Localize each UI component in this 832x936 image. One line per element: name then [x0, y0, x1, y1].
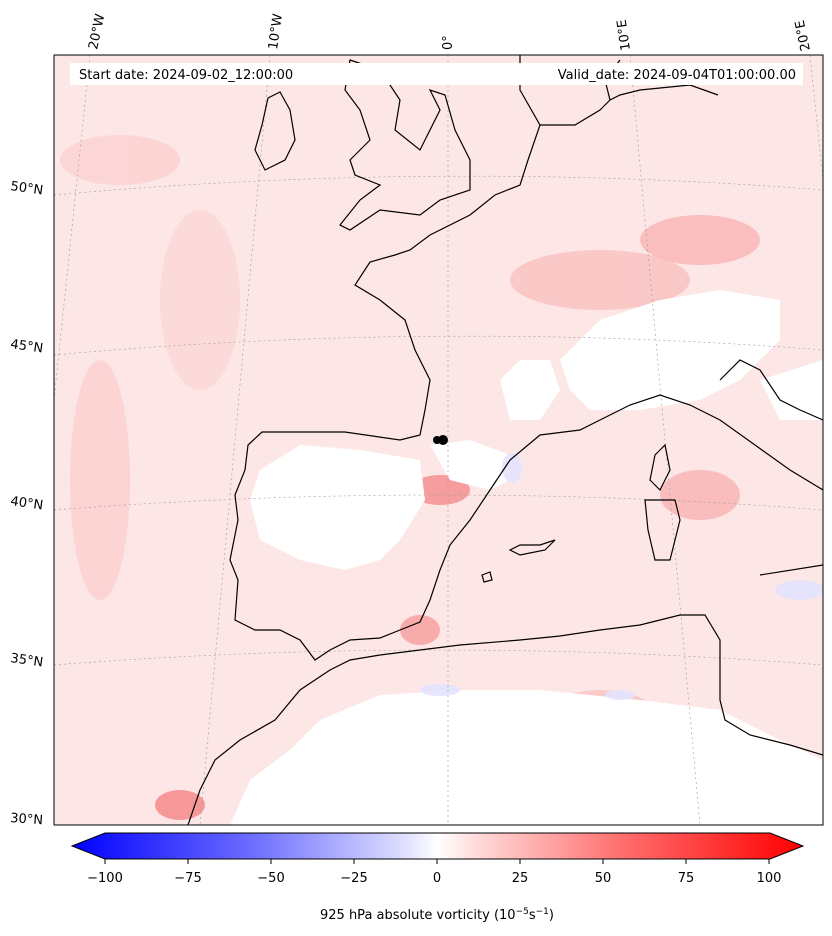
colorbar-tick-label: −100 [87, 871, 123, 886]
location-marker [433, 435, 448, 445]
lat-label-30n: 30°N [10, 811, 44, 828]
colorbar-tick-label: 100 [757, 871, 782, 886]
lat-label-50n: 50°N [9, 179, 44, 198]
colorbar-tick-label: 50 [595, 871, 612, 886]
vorticity-field-zero-regions [230, 290, 823, 825]
header-band [70, 63, 803, 85]
colorbar-label: 925 hPa absolute vorticity (10−5s−1) [320, 907, 554, 923]
colorbar-tick-label: 0 [433, 871, 441, 886]
map-frame [53, 54, 824, 826]
lat-label-45n: 45°N [9, 337, 44, 356]
lon-label-20e: 20°E [793, 19, 814, 53]
colorbar-bar [70, 832, 805, 860]
map-panel [54, 55, 823, 825]
colorbar-ticks [104, 859, 770, 864]
colorbar-tick-label: −25 [340, 871, 367, 886]
colorbar-tick-label: −75 [174, 871, 201, 886]
lon-label-20w: 20°W [86, 12, 108, 50]
vorticity-field-negative-patches [420, 453, 823, 700]
colorbar-tick-label: 75 [678, 871, 695, 886]
start-date-label: Start date: 2024-09-02_12:00:00 [79, 68, 293, 83]
lon-label-10e: 10°E [615, 18, 634, 51]
colorbar: −100 −75 −50 −25 0 25 50 75 100 925 hPa … [70, 832, 805, 923]
colorbar-tick-label: −50 [257, 871, 284, 886]
lon-label-10w: 10°W [266, 13, 286, 51]
lon-label-0: 0° [441, 35, 456, 50]
valid-date-label: Valid_date: 2024-09-04T01:00:00.00 [558, 68, 796, 83]
lat-label-40n: 40°N [9, 494, 44, 513]
lat-label-35n: 35°N [9, 651, 44, 670]
colorbar-tick-label: 25 [512, 871, 529, 886]
